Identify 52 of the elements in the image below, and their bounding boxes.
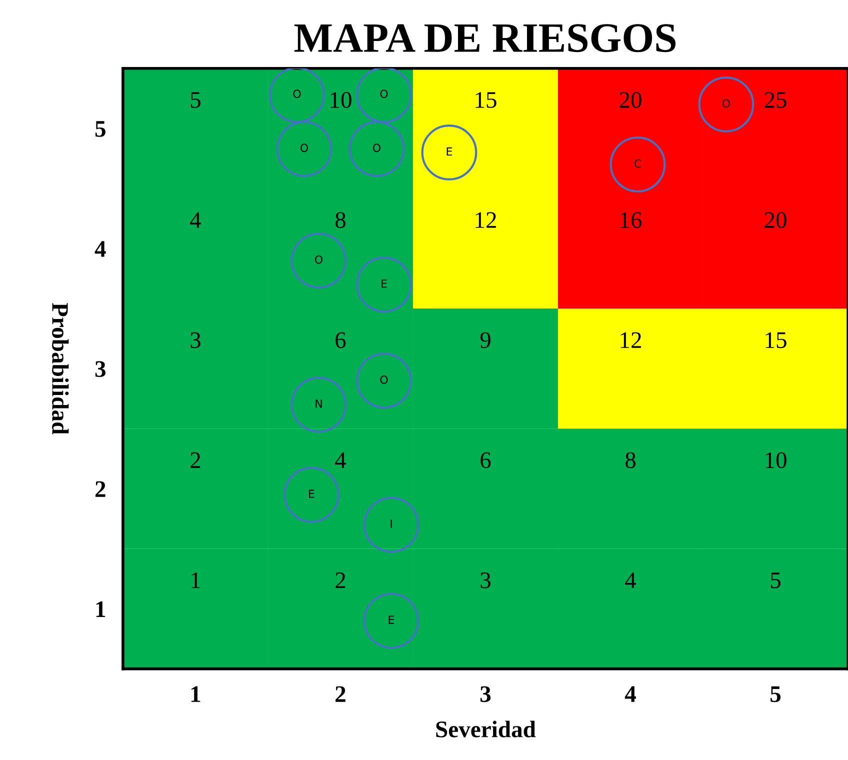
data-label: 8	[625, 452, 636, 468]
data-label: 6	[336, 332, 346, 348]
x-axis-title: Severidad	[436, 720, 536, 738]
data-label: 20	[620, 92, 642, 108]
x-tick-label: 2	[336, 686, 346, 702]
data-label: 12	[620, 332, 641, 348]
data-label: 9	[480, 332, 490, 348]
x-tick-label: 3	[480, 686, 491, 702]
data-label: 20	[764, 212, 786, 228]
data-label: 8	[335, 212, 346, 228]
data-label: 4	[335, 452, 346, 468]
y-tick-label: 5	[95, 121, 106, 137]
annotation: E	[388, 616, 394, 624]
x-tick-label: 1	[191, 686, 200, 702]
annotation: E	[382, 280, 387, 288]
annotation: N	[316, 400, 322, 408]
annotation: I	[390, 520, 392, 528]
y-axis-title: Probabilidad	[52, 302, 69, 434]
data-label: 4	[190, 212, 201, 228]
data-label: 3	[190, 332, 200, 348]
data-label: 4	[625, 572, 636, 588]
x-tick-label: 4	[624, 686, 636, 702]
data-label: 10	[766, 452, 786, 468]
chart-title: MAPA DE RIESGOS	[294, 24, 676, 52]
data-label: 15	[476, 92, 496, 108]
annotation: O	[380, 90, 388, 98]
annotation: E	[446, 147, 452, 156]
data-label: 2	[336, 572, 346, 588]
annotation: O	[293, 90, 301, 98]
data-label: 10	[330, 92, 352, 108]
annotation: O	[380, 375, 388, 384]
y-tick-label: 4	[94, 241, 106, 257]
data-label: 5	[190, 92, 200, 108]
data-label: 2	[190, 452, 200, 468]
data-label: 1	[192, 572, 200, 588]
data-label: 6	[480, 452, 491, 468]
annotation: O	[314, 255, 322, 264]
annotation: O	[722, 99, 730, 108]
data-label: 3	[480, 572, 490, 588]
y-tick-label: 3	[95, 361, 106, 378]
annotation: O	[300, 144, 308, 152]
data-label: 12	[476, 212, 496, 228]
y-tick-label: 2	[95, 481, 106, 497]
data-label: 16	[620, 212, 642, 228]
annotation: E	[309, 490, 314, 498]
data-label: 15	[766, 332, 786, 348]
annotation: C	[634, 159, 642, 168]
annotation: O	[372, 144, 380, 152]
x-tick-label: 5	[770, 686, 781, 702]
data-label: 5	[770, 572, 780, 588]
y-tick-label: 1	[96, 601, 106, 617]
data-label: 25	[764, 92, 786, 108]
